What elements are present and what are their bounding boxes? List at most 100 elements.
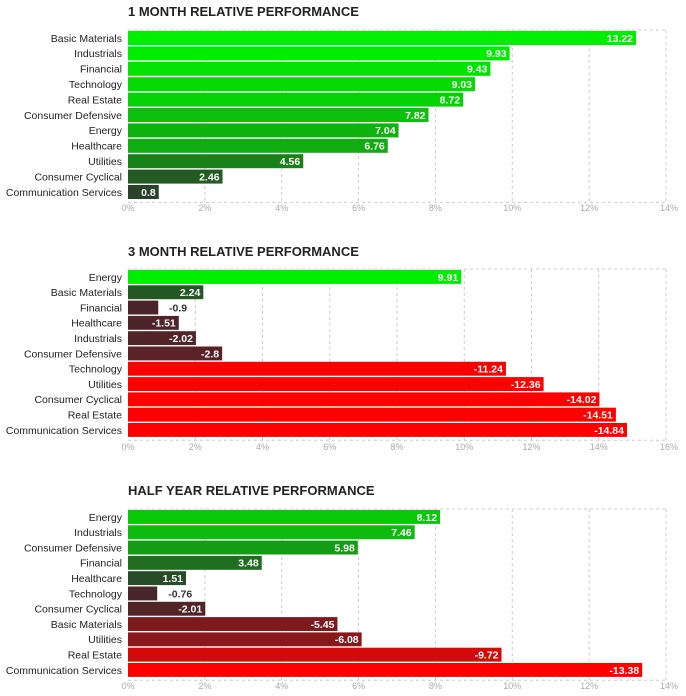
tick-label: 14% [660,203,678,213]
value-label: 1.51 [163,573,184,585]
bar-row: Consumer Defensive -2.8 [24,346,223,361]
tick-label: 8% [429,681,442,691]
tick-label: 4% [275,203,288,213]
x-axis: 0% 2% 4% 6% 8% 10% 12% 14% 16% [121,442,678,452]
bar-row: Consumer Cyclical 2.46 [34,169,223,184]
bar-row: Utilities 4.56 [88,154,304,169]
bar [128,77,476,92]
category-label: Healthcare [71,141,122,153]
value-label: -0.76 [168,588,192,600]
bar-row: Technology 9.03 [69,77,476,92]
category-label: Technology [69,364,123,376]
bar [128,632,362,647]
bar [128,331,196,346]
tick-label: 0% [121,203,134,213]
value-label: 9.03 [452,79,473,91]
x-axis: 0% 2% 4% 6% 8% 10% 12% 14% [121,203,678,213]
grid [128,508,667,681]
value-label: -5.45 [310,619,334,631]
category-label: Communication Services [6,425,122,437]
bar-row: Energy 7.04 [89,123,399,138]
category-label: Industrials [74,333,122,345]
category-label: Energy [89,272,123,284]
bar [128,540,358,555]
bar [128,377,544,391]
category-label: Real Estate [68,94,122,106]
bar [128,31,637,45]
chart-title: 1 MONTH RELATIVE PERFORMANCE [128,4,359,19]
value-label: 9.43 [467,64,488,76]
value-label: 7.04 [375,125,396,137]
value-label: -9.72 [475,649,499,661]
x-axis: 0% 2% 4% 6% 8% 10% 12% 14% [121,681,678,691]
bar-row: Financial 9.43 [80,61,491,76]
value-label: 4.56 [280,156,301,168]
value-label: -6.08 [335,634,359,646]
value-label: 7.46 [391,527,412,539]
half-year-performance-chart: HALF YEAR RELATIVE PERFORMANCE 0% 2% 4% 6% 8… [6,483,678,691]
value-label: 9.93 [486,48,507,60]
bar-row: Communication Services -13.38 [6,663,643,677]
bar [128,617,338,631]
bar [128,571,187,586]
bar [128,270,462,284]
bar-row: Technology -0.76 [69,586,192,601]
tick-label: 2% [198,681,211,691]
value-label: -2.8 [201,348,219,360]
category-label: Communication Services [6,187,122,199]
value-label: 6.76 [364,141,385,153]
tick-label: 0% [121,442,134,452]
value-label: 2.24 [180,287,201,299]
category-label: Technology [69,588,123,600]
bar-row: Consumer Defensive 7.82 [24,108,429,122]
tick-label: 14% [660,681,678,691]
bar-row: Utilities -12.36 [88,377,544,391]
bar-row: Technology -11.24 [69,361,506,376]
value-label: 8.72 [440,94,461,106]
bar-row: Basic Materials -5.45 [51,617,338,631]
bar-row: Financial -0.9 [80,300,187,315]
category-label: Financial [80,302,122,314]
bar [128,154,304,169]
bar [128,61,491,76]
bar [128,285,204,300]
tick-label: 8% [390,442,403,452]
bar [128,346,223,361]
category-label: Technology [69,79,123,91]
bar [128,510,441,524]
bar [128,423,627,437]
value-label: -14.84 [594,425,624,437]
tick-label: 10% [503,203,521,213]
tick-label: 12% [522,442,540,452]
bar [128,185,159,199]
category-label: Industrials [74,527,122,539]
tick-label: 2% [189,442,202,452]
bar-row: Healthcare 1.51 [71,571,187,586]
bar-row: Industrials -2.02 [74,331,196,346]
bar-row: Real Estate -9.72 [68,647,502,662]
bar-row: Basic Materials 13.22 [51,31,637,45]
bar [128,601,206,616]
tick-label: 6% [352,681,365,691]
bar [128,392,600,407]
value-label: -12.36 [511,379,541,391]
tick-label: 14% [590,442,608,452]
bar-row: Healthcare 6.76 [71,138,388,153]
value-label: 3.48 [238,558,259,570]
tick-label: 16% [660,442,678,452]
bar-row: Energy 9.91 [89,270,462,284]
tick-label: 6% [352,203,365,213]
category-label: Real Estate [68,409,122,421]
bar-row: Healthcare -1.51 [71,315,179,330]
category-label: Consumer Defensive [24,110,122,122]
tick-label: 4% [275,681,288,691]
category-label: Consumer Defensive [24,542,122,554]
category-label: Consumer Cyclical [34,604,122,616]
tick-label: 6% [323,442,336,452]
bar [128,138,388,153]
category-label: Real Estate [68,649,122,661]
value-label: -11.24 [474,364,503,376]
bar [128,108,429,122]
bar [128,647,502,662]
